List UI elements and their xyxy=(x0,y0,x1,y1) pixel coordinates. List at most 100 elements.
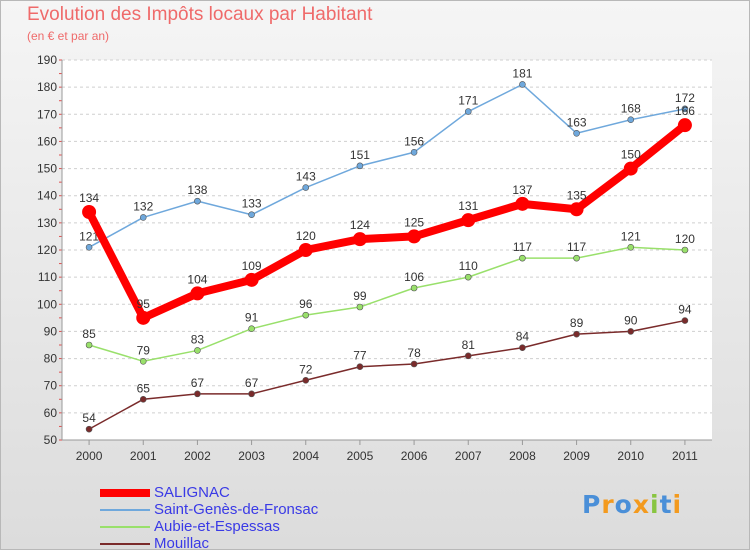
data-label-aubie-et-espessas: 106 xyxy=(404,270,424,284)
data-point-mouillac xyxy=(410,360,418,368)
data-label-aubie-et-espessas: 121 xyxy=(621,229,641,243)
x-tick-label: 2011 xyxy=(672,449,698,463)
data-point-aubie-et-espessas xyxy=(194,347,201,354)
y-tick-label: 140 xyxy=(37,189,57,203)
legend-item-mouillac[interactable]: Mouillac xyxy=(100,535,318,552)
data-point-salignac xyxy=(82,205,97,219)
data-point-saint-genes-de-fronsac xyxy=(85,243,93,251)
data-point-mouillac xyxy=(627,328,635,335)
y-tick-label: 80 xyxy=(44,352,58,366)
data-point-mouillac xyxy=(194,390,201,398)
data-point-aubie-et-espessas xyxy=(681,246,689,254)
data-point-mouillac xyxy=(464,352,472,360)
data-point-mouillac xyxy=(573,330,580,338)
legend-item-saint-genes-de-fronsac[interactable]: Saint-Genès-de-Fronsac xyxy=(100,501,318,518)
y-tick-label: 110 xyxy=(38,270,57,284)
data-label-saint-genes-de-fronsac: 168 xyxy=(621,102,641,116)
y-tick-label: 170 xyxy=(37,107,57,121)
data-label-aubie-et-espessas: 83 xyxy=(191,332,205,346)
data-label-saint-genes-de-fronsac: 138 xyxy=(187,183,207,197)
data-point-aubie-et-espessas xyxy=(464,273,472,281)
data-point-salignac xyxy=(569,202,584,217)
data-point-aubie-et-espessas xyxy=(85,341,93,349)
data-label-saint-genes-de-fronsac: 181 xyxy=(512,66,532,80)
proxiti-logo: Proxiti xyxy=(582,490,683,519)
data-point-aubie-et-espessas xyxy=(519,254,526,262)
data-point-aubie-et-espessas xyxy=(356,303,364,311)
data-point-aubie-et-espessas xyxy=(139,357,147,365)
data-label-saint-genes-de-fronsac: 133 xyxy=(242,197,262,211)
x-tick-label: 2006 xyxy=(401,449,428,463)
data-label-mouillac: 67 xyxy=(191,376,205,390)
data-point-salignac xyxy=(623,161,638,176)
data-point-mouillac xyxy=(248,390,255,398)
data-point-salignac xyxy=(461,213,476,228)
data-label-saint-genes-de-fronsac: 143 xyxy=(296,170,316,184)
x-tick-label: 2008 xyxy=(509,449,536,463)
x-tick-label: 2010 xyxy=(617,449,644,463)
data-point-salignac xyxy=(298,243,313,257)
data-point-saint-genes-de-fronsac xyxy=(573,129,580,137)
series-line-saint-genes-de-fronsac xyxy=(88,83,686,248)
data-label-mouillac: 84 xyxy=(516,330,530,344)
chart-legend: SALIGNAC Saint-Genès-de-Fronsac Aubie-et… xyxy=(100,484,318,552)
x-tick-label: 2003 xyxy=(238,449,265,463)
data-point-salignac xyxy=(407,229,422,244)
data-point-mouillac xyxy=(356,363,364,371)
legend-item-salignac[interactable]: SALIGNAC xyxy=(100,484,318,501)
data-label-mouillac: 78 xyxy=(407,346,421,360)
data-point-salignac xyxy=(244,272,259,287)
data-label-mouillac: 72 xyxy=(299,362,313,376)
data-point-aubie-et-espessas xyxy=(573,254,580,262)
data-label-salignac: 135 xyxy=(567,188,587,202)
data-point-saint-genes-de-fronsac xyxy=(139,214,147,221)
data-label-salignac: 109 xyxy=(242,259,262,273)
data-label-saint-genes-de-fronsac: 156 xyxy=(404,134,424,148)
data-label-aubie-et-espessas: 79 xyxy=(137,343,151,357)
data-point-aubie-et-espessas xyxy=(248,325,255,333)
x-tick-label: 2002 xyxy=(184,449,211,463)
data-label-saint-genes-de-fronsac: 132 xyxy=(133,199,153,213)
data-label-mouillac: 77 xyxy=(353,349,367,363)
legend-label-salignac: SALIGNAC xyxy=(154,484,230,501)
data-label-aubie-et-espessas: 91 xyxy=(245,311,259,325)
y-tick-label: 70 xyxy=(44,379,58,393)
data-label-mouillac: 89 xyxy=(570,316,584,330)
x-tick-label: 2005 xyxy=(347,449,374,463)
data-point-saint-genes-de-fronsac xyxy=(194,197,201,205)
data-point-mouillac xyxy=(85,425,93,433)
data-label-aubie-et-espessas: 117 xyxy=(513,240,532,254)
x-tick-label: 2007 xyxy=(455,449,482,463)
data-label-aubie-et-espessas: 96 xyxy=(299,297,313,311)
data-label-salignac: 137 xyxy=(512,183,532,197)
y-tick-label: 50 xyxy=(44,433,58,447)
data-label-saint-genes-de-fronsac: 163 xyxy=(567,115,587,129)
legend-swatch-aubie-et-espessas xyxy=(100,525,150,528)
data-label-mouillac: 81 xyxy=(462,338,476,352)
data-point-saint-genes-de-fronsac xyxy=(519,81,526,88)
chart-subtitle: (en € et par an) xyxy=(27,29,110,43)
y-tick-label: 120 xyxy=(37,243,57,257)
data-point-saint-genes-de-fronsac xyxy=(356,162,364,170)
data-point-saint-genes-de-fronsac xyxy=(248,211,255,219)
data-point-saint-genes-de-fronsac xyxy=(627,116,635,124)
data-point-saint-genes-de-fronsac xyxy=(464,108,472,115)
data-label-salignac: 124 xyxy=(350,218,370,232)
data-label-mouillac: 65 xyxy=(137,381,151,395)
data-point-mouillac xyxy=(519,344,526,352)
y-tick-label: 90 xyxy=(44,324,58,338)
data-label-aubie-et-espessas: 110 xyxy=(459,259,478,273)
y-tick-label: 100 xyxy=(37,297,57,311)
data-label-aubie-et-espessas: 120 xyxy=(675,232,695,246)
y-tick-label: 160 xyxy=(37,134,57,148)
data-label-mouillac: 67 xyxy=(245,376,259,390)
legend-item-aubie-et-espessas[interactable]: Aubie-et-Espessas xyxy=(100,518,318,535)
data-point-salignac xyxy=(190,286,205,301)
data-label-mouillac: 94 xyxy=(678,303,692,317)
data-label-salignac: 125 xyxy=(404,215,424,229)
data-label-salignac: 150 xyxy=(621,148,641,162)
data-label-aubie-et-espessas: 85 xyxy=(82,327,96,341)
y-tick-label: 60 xyxy=(44,406,58,420)
legend-label-saint-genes-de-fronsac: Saint-Genès-de-Fronsac xyxy=(154,501,319,518)
